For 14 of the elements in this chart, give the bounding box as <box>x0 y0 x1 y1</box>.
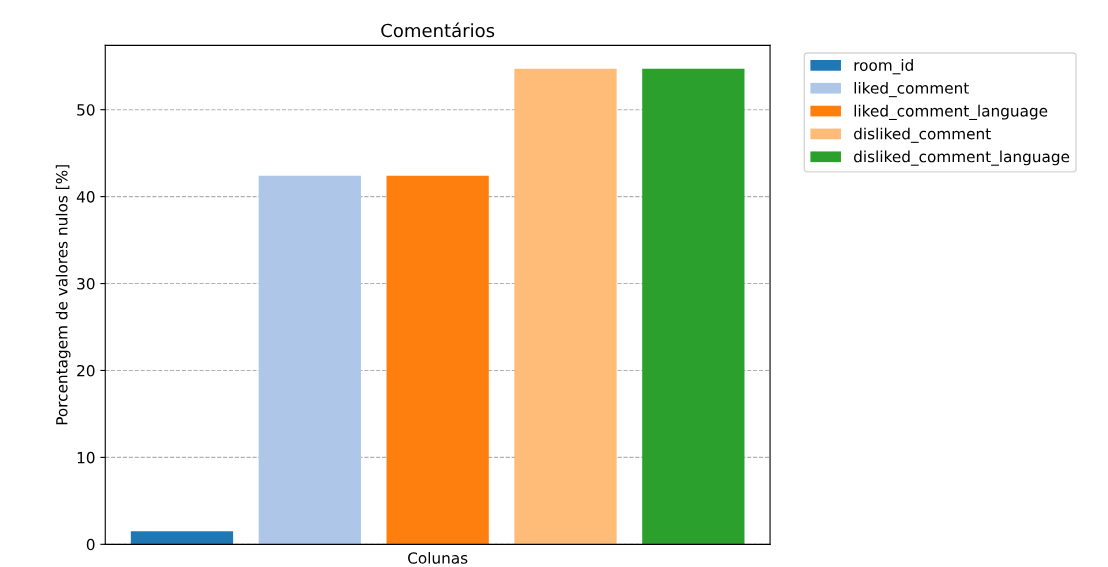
y-tick-label: 40 <box>76 191 95 203</box>
legend-label: liked_comment <box>854 81 969 98</box>
legend-label: room_id <box>854 59 913 75</box>
legend-label: disliked_comment <box>854 127 991 143</box>
y-tick-label: 0 <box>86 538 95 551</box>
x-axis-title: Colunas <box>408 551 468 564</box>
legend-label: disliked_comment_language <box>854 150 1070 166</box>
y-axis-title: Porcentagem de valores nulos [%] <box>55 165 71 425</box>
y-tick-label: 20 <box>77 364 95 377</box>
y-tick-label: 30 <box>77 278 95 290</box>
chart-title: Comentários <box>381 22 495 38</box>
y-tick-label: 10 <box>77 451 95 464</box>
y-tick-label: 50 <box>77 104 95 116</box>
legend-label: liked_comment_language <box>854 104 1048 121</box>
